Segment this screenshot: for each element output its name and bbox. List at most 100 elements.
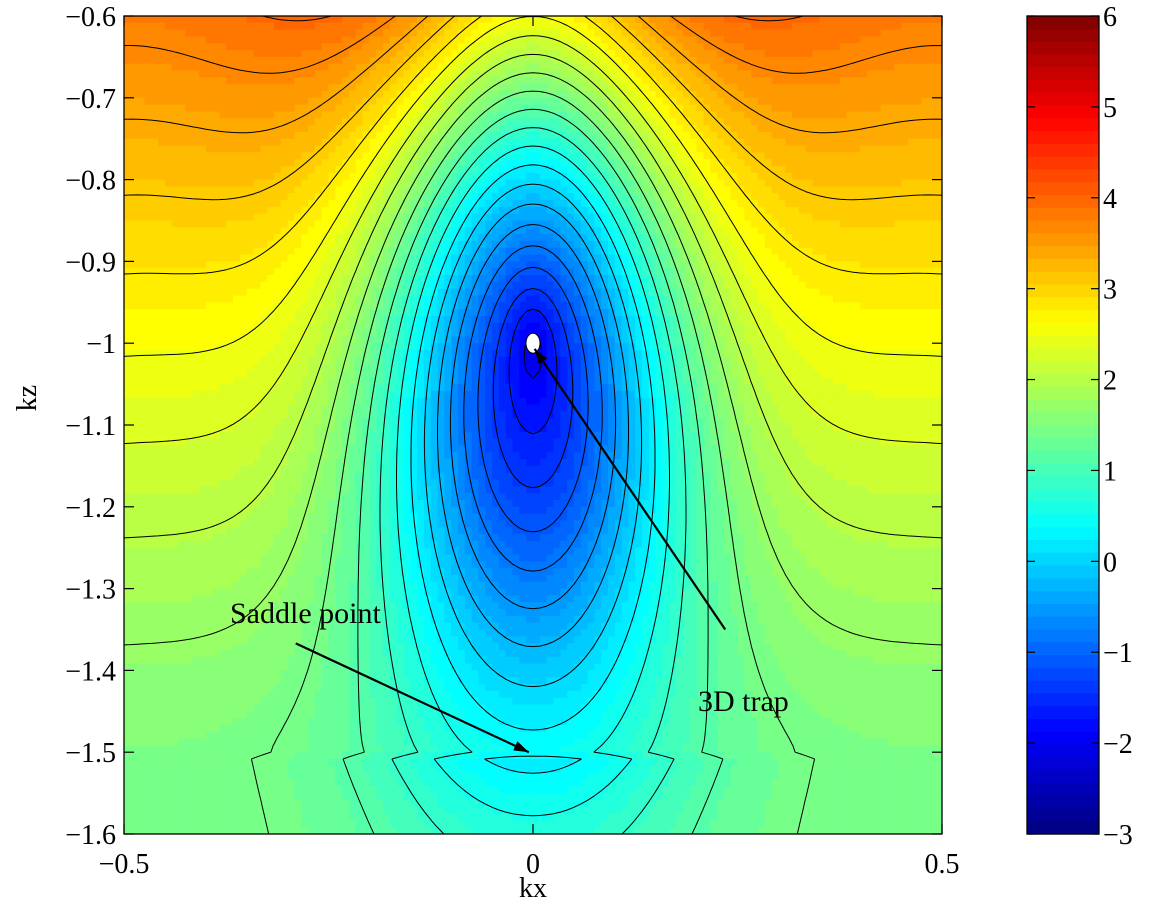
- colorbar-cell: [1027, 616, 1099, 631]
- annotations: Saddle point 3D trap: [230, 348, 789, 754]
- colorbar-tick-label: 1: [1103, 456, 1117, 487]
- colorbar-cell: [1027, 79, 1099, 94]
- colorbar-cell: [1027, 514, 1099, 528]
- y-tick-label: −1.3: [65, 575, 116, 606]
- colorbar-cell: [1027, 603, 1099, 618]
- x-tick-label: 0: [526, 849, 540, 880]
- colorbar-cell: [1027, 297, 1099, 311]
- colorbar-cell: [1027, 412, 1099, 426]
- y-tick-label: −0.6: [65, 2, 116, 33]
- y-tick-label: −1.1: [65, 411, 116, 442]
- y-tick-label: −0.9: [65, 247, 116, 278]
- saddle-point-label: Saddle point: [230, 597, 381, 630]
- colorbar-tick-label: −1: [1103, 638, 1133, 669]
- colorbar-cell: [1027, 258, 1099, 273]
- colorbar-tick-label: 5: [1103, 93, 1117, 124]
- colorbar-cell: [1027, 425, 1099, 439]
- colorbar-cell: [1027, 731, 1099, 746]
- y-tick-label: −1.2: [65, 493, 116, 524]
- colorbar-cell: [1027, 693, 1099, 707]
- x-tick-label: −0.5: [99, 849, 150, 880]
- colorbar-cell: [1027, 591, 1099, 605]
- colorbar-frame: [1026, 15, 1100, 835]
- colorbar-cell: [1027, 757, 1099, 771]
- x-axis: −0.5 0 0.5: [99, 16, 960, 880]
- saddle-point-arrowhead: [513, 741, 529, 753]
- contour-lines: [124, 16, 942, 834]
- colorbar-tick-label: 3: [1103, 275, 1117, 306]
- colorbar-cell: [1027, 655, 1099, 669]
- colorbar-cell: [1027, 322, 1099, 337]
- colorbar-cell: [1027, 131, 1099, 145]
- colorbar-cell: [1027, 680, 1099, 695]
- y-tick-label: −0.7: [65, 84, 116, 115]
- y-tick-label: −1.5: [65, 738, 116, 769]
- colorbar-cell: [1027, 67, 1099, 81]
- colorbar-cell: [1027, 271, 1099, 286]
- saddle-point-arrow: [295, 642, 530, 754]
- colorbar-cell: [1027, 642, 1099, 656]
- colorbar-cell: [1027, 143, 1099, 158]
- x-axis-label: kx: [519, 873, 547, 904]
- colorbar-cell: [1027, 450, 1099, 464]
- colorbar-cell: [1027, 667, 1099, 682]
- colorbar-cell: [1027, 527, 1099, 541]
- colorbar-cell: [1027, 386, 1099, 401]
- colorbar-cell: [1027, 92, 1099, 107]
- colorbar-cell: [1027, 361, 1099, 375]
- colorbar-cell: [1027, 118, 1099, 132]
- contour-fills: [124, 16, 942, 834]
- colorbar-cell: [1027, 182, 1099, 196]
- trap-minimum-marker: [525, 332, 541, 354]
- colorbar-cell: [1027, 207, 1099, 222]
- colorbar-tick-label: 2: [1103, 366, 1117, 397]
- colorbar-tick-label: −2: [1103, 729, 1133, 760]
- colorbar-cell: [1027, 706, 1099, 720]
- plot-area: −0.5 0 0.5 −0.6−0.7−0.8−0.9−1−1.1−1.2−1.3−…: [12, 2, 960, 904]
- colorbar-cell: [1027, 718, 1099, 733]
- colorbar-tick-label: 0: [1103, 547, 1117, 578]
- colorbar-cell: [1027, 41, 1099, 55]
- colorbar-cell: [1027, 437, 1099, 452]
- colorbar-cell: [1027, 821, 1099, 835]
- colorbar-cell: [1027, 105, 1099, 119]
- colorbar-cell: [1027, 373, 1099, 388]
- colorbar-cell: [1027, 348, 1099, 362]
- colorbar-cell: [1027, 552, 1099, 567]
- colorbar-cell: [1027, 28, 1099, 43]
- 3d-trap-label: 3D trap: [698, 685, 789, 718]
- colorbar: 6 5 4 3 2 1 0 −1 −2 −3: [1026, 2, 1133, 851]
- colorbar-cell: [1027, 156, 1099, 170]
- colorbar-tick-label: 4: [1103, 184, 1117, 215]
- colorbar-cell: [1027, 309, 1099, 324]
- colorbar-cell: [1027, 16, 1099, 30]
- colorbar-cell: [1027, 744, 1099, 758]
- colorbar-gradient: [1027, 16, 1099, 835]
- colorbar-cell: [1027, 194, 1099, 209]
- colorbar-cell: [1027, 565, 1099, 579]
- 3d-trap-arrow: [533, 348, 727, 631]
- colorbar-cell: [1027, 629, 1099, 643]
- colorbar-cell: [1027, 284, 1099, 298]
- colorbar-cell: [1027, 488, 1099, 503]
- colorbar-cell: [1027, 169, 1099, 183]
- colorbar-cell: [1027, 246, 1099, 260]
- 3d-trap-arrowhead: [534, 348, 548, 365]
- y-axis-label: kz: [12, 385, 43, 411]
- colorbar-cell: [1027, 782, 1099, 797]
- colorbar-cell: [1027, 476, 1099, 490]
- y-tick-label: −1: [86, 329, 116, 360]
- colorbar-cell: [1027, 54, 1099, 68]
- colorbar-cell: [1027, 540, 1099, 554]
- colorbar-ticks: 6 5 4 3 2 1 0 −1 −2 −3: [1027, 2, 1133, 851]
- colorbar-cell: [1027, 795, 1099, 810]
- y-tick-label: −1.6: [65, 820, 116, 851]
- colorbar-cell: [1027, 463, 1099, 477]
- y-tick-label: −0.8: [65, 166, 116, 197]
- colorbar-cell: [1027, 233, 1099, 247]
- y-axis: −0.6 −0.7 −0.8 −0.9 −1 −1.1 −1.2 −1.3 −1.4 −1.5 −1…: [65, 2, 942, 851]
- colorbar-cell: [1027, 808, 1099, 822]
- colorbar-cell: [1027, 399, 1099, 413]
- colorbar-cell: [1027, 770, 1099, 784]
